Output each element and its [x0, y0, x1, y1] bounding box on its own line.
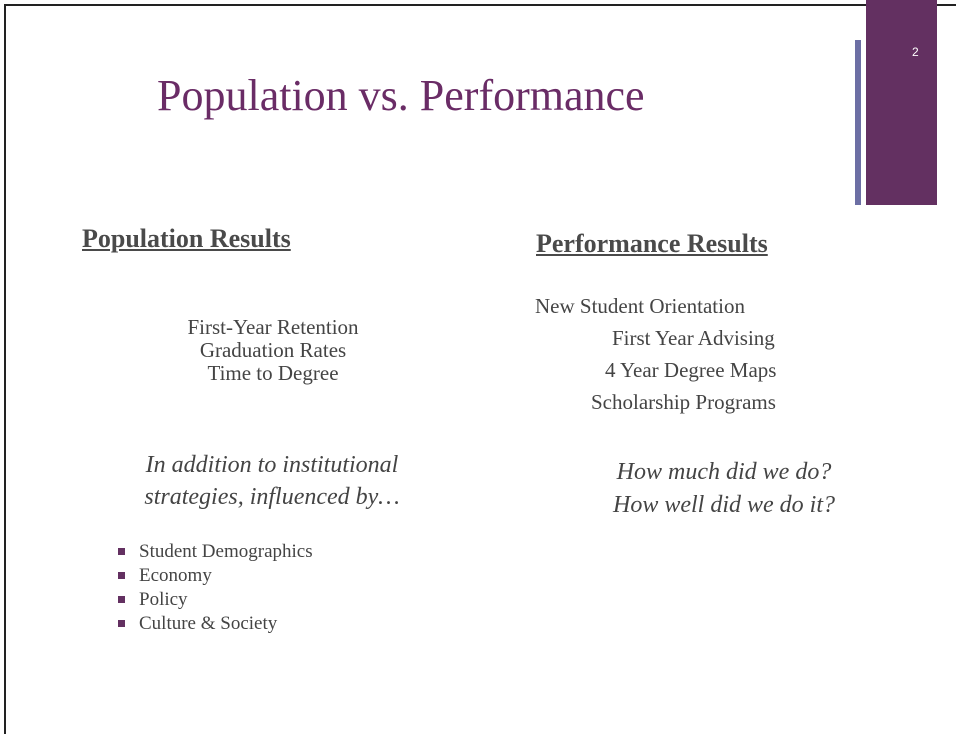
- bullet-marker: [118, 596, 125, 603]
- right-question: How much did we do?: [616, 459, 832, 485]
- right-item: New Student Orientation: [535, 294, 745, 318]
- slide-frame: [4, 4, 956, 734]
- left-item: First-Year Retention: [187, 315, 359, 339]
- bullet-item: Culture & Society: [139, 613, 278, 634]
- left-item: Graduation Rates: [199, 338, 347, 362]
- left-note: In addition to institutional: [145, 452, 399, 478]
- right-heading: Performance Results: [536, 229, 768, 258]
- slide-title: Population vs. Performance: [157, 71, 645, 120]
- right-item: First Year Advising: [612, 326, 775, 350]
- slide-number: 2: [912, 45, 919, 59]
- bullet-item: Student Demographics: [139, 541, 313, 562]
- right-item: Scholarship Programs: [591, 390, 776, 414]
- bullet-marker: [118, 620, 125, 627]
- right-item: 4 Year Degree Maps: [605, 358, 777, 382]
- right-question: How well did we do it?: [613, 492, 835, 518]
- left-heading: Population Results: [82, 224, 291, 253]
- left-item: Time to Degree: [207, 361, 339, 385]
- bullet-item: Policy: [139, 589, 188, 610]
- bullet-item: Economy: [139, 565, 212, 586]
- left-note: strategies, influenced by…: [144, 484, 400, 510]
- bullet-marker: [118, 572, 125, 579]
- accent-bar: [855, 40, 861, 205]
- corner-bar: [866, 0, 937, 205]
- bullet-marker: [118, 548, 125, 555]
